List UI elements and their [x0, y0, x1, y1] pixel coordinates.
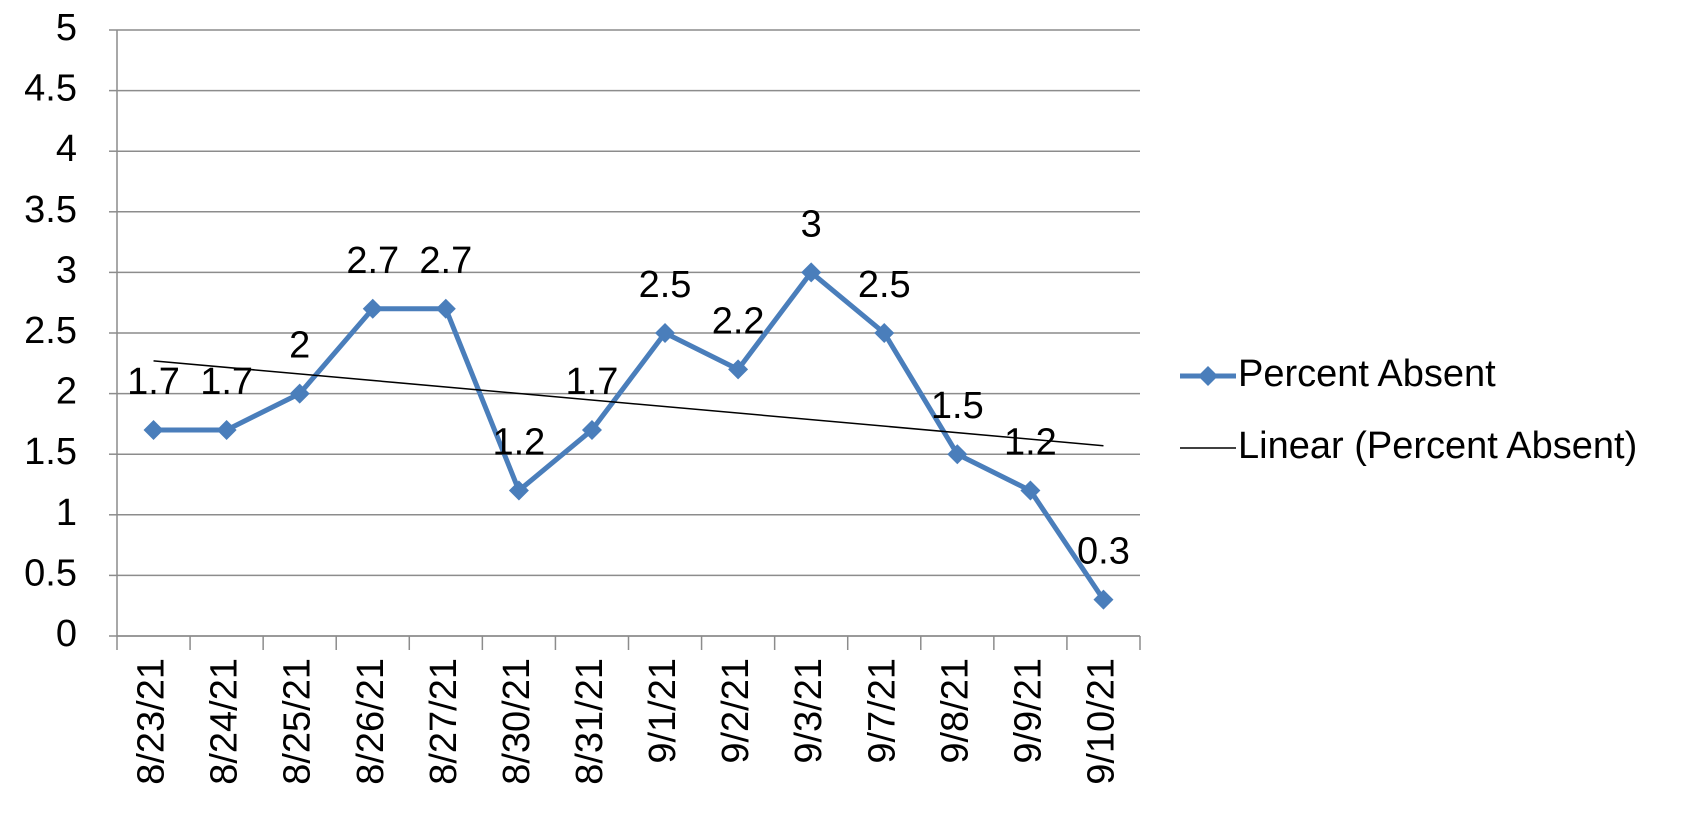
y-tick-label: 4: [56, 128, 77, 170]
data-label: 2: [289, 325, 310, 367]
x-tick-label: 8/24/21: [204, 658, 246, 785]
data-label: 2.2: [712, 300, 765, 342]
data-label: 1.5: [931, 385, 984, 427]
data-label: 2.5: [858, 264, 911, 306]
legend-marker: [1198, 366, 1218, 386]
y-tick-label: 0: [56, 613, 77, 655]
y-tick-label: 3.5: [24, 189, 77, 231]
point: [728, 359, 749, 380]
x-tick-label: 9/7/21: [861, 658, 903, 764]
x-tick-label: 8/30/21: [496, 658, 538, 785]
data-label: 0.3: [1077, 531, 1130, 573]
point: [874, 323, 895, 343]
x-tick-label: 9/2/21: [715, 658, 757, 764]
point: [801, 262, 822, 283]
data-label: 1.7: [566, 361, 619, 403]
data-label: 2.7: [346, 240, 399, 282]
data-label: 3: [801, 203, 822, 245]
point: [508, 480, 529, 501]
legend-label: Linear (Percent Absent): [1238, 425, 1637, 467]
x-tick-label: 9/1/21: [642, 658, 684, 764]
point: [947, 444, 968, 465]
x-tick-label: 9/3/21: [788, 658, 830, 764]
point: [289, 383, 310, 404]
x-tick-label: 8/23/21: [131, 658, 173, 785]
point: [581, 419, 602, 440]
y-tick-label: 4.5: [24, 68, 77, 110]
x-tick-label: 9/9/21: [1007, 658, 1049, 764]
trendline: [153, 360, 1104, 447]
point: [1093, 589, 1114, 610]
x-tick-label: 8/26/21: [350, 658, 392, 785]
x-tick-label: 8/25/21: [277, 658, 319, 785]
point: [1020, 480, 1041, 501]
point: [362, 298, 383, 319]
y-tick-label: 3: [56, 249, 77, 291]
x-tick-label: 9/10/21: [1080, 658, 1122, 785]
y-tick-label: 1.5: [24, 431, 77, 473]
legend-label: Percent Absent: [1238, 353, 1496, 395]
point: [435, 298, 456, 319]
y-tick-label: 5: [56, 7, 77, 49]
x-tick-label: 8/31/21: [569, 658, 611, 785]
data-label: 1.7: [127, 361, 180, 403]
data-label: 2.7: [419, 240, 472, 282]
point: [216, 419, 237, 440]
data-label: 1.2: [1004, 422, 1057, 464]
y-tick-label: 2.5: [24, 310, 77, 352]
x-tick-label: 8/27/21: [423, 658, 465, 785]
data-label: 1.2: [492, 422, 545, 464]
series-line: [153, 269, 1106, 602]
y-tick-label: 1: [56, 492, 77, 534]
x-tick-label: 9/8/21: [934, 658, 976, 764]
data-label: 2.5: [639, 264, 692, 306]
y-tick-label: 0.5: [24, 552, 77, 594]
point: [655, 323, 676, 343]
y-tick-label: 2: [56, 371, 77, 413]
point: [143, 419, 164, 440]
